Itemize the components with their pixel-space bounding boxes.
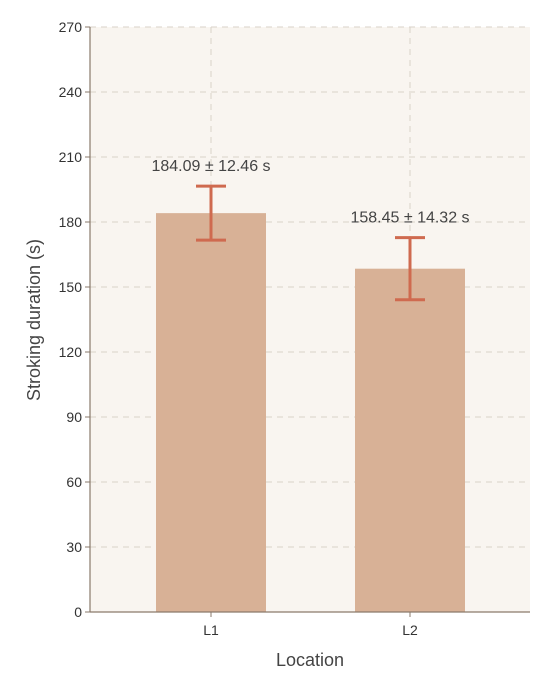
bar-l2	[355, 268, 465, 612]
y-axis-title: Stroking duration (s)	[24, 239, 44, 401]
bar-l1	[156, 213, 266, 612]
y-tick-label: 150	[59, 279, 83, 295]
y-tick-label: 180	[59, 214, 83, 230]
x-tick-label: L2	[402, 622, 418, 638]
y-tick-label: 90	[66, 409, 82, 425]
x-tick-label: L1	[203, 622, 219, 638]
y-tick-labels: 0 30 60 90 120 150 180 210 240 270	[59, 19, 83, 620]
y-tick-label: 60	[66, 474, 82, 490]
y-tick-label: 240	[59, 84, 83, 100]
bars	[156, 213, 465, 612]
data-label-l2: 158.45 ± 14.32 s	[350, 210, 469, 227]
y-tick-label: 210	[59, 149, 83, 165]
axes	[85, 26, 530, 617]
y-tick-label: 120	[59, 344, 83, 360]
y-tick-label: 0	[74, 604, 82, 620]
y-tick-label: 30	[66, 539, 82, 555]
x-axis-title: Location	[276, 650, 344, 670]
data-label-l1: 184.09 ± 12.46 s	[151, 158, 270, 175]
y-tick-label: 270	[59, 19, 83, 35]
x-tick-labels: L1 L2	[203, 622, 418, 638]
error-bars	[196, 184, 425, 302]
data-labels: 184.09 ± 12.46 s 158.45 ± 14.32 s	[151, 158, 469, 227]
